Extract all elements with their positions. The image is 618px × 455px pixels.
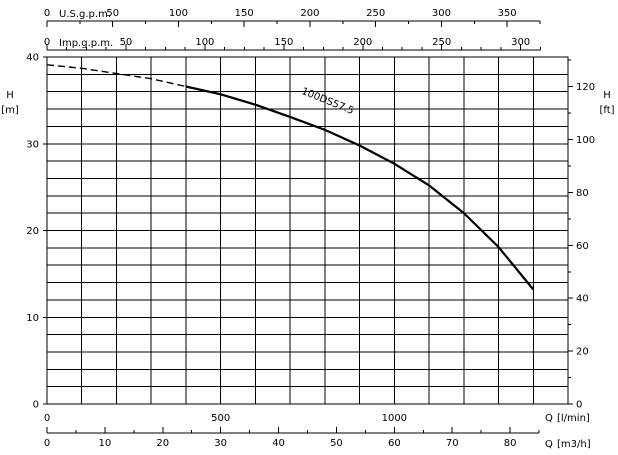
left-axis-label: H: [6, 90, 14, 101]
lpm-axis-tick-label: 1000: [382, 413, 407, 424]
impgpm-axis-tick-label: 250: [432, 37, 451, 48]
impgpm-axis-tick-label: 50: [120, 37, 133, 48]
usgpm-axis-tick-label: 300: [432, 8, 451, 19]
m3h-axis-tick-label: 60: [388, 438, 401, 449]
right-axis-label: H: [603, 90, 611, 101]
impgpm-axis-tick-label: 300: [511, 37, 530, 48]
right-axis-tick-label: 100: [576, 135, 595, 146]
usgpm-axis-tick-label: 100: [169, 8, 188, 19]
series-label: 100DS57.5: [300, 86, 355, 117]
impgpm-axis-tick-label: 200: [353, 37, 372, 48]
right-axis-tick-label: 80: [576, 188, 589, 199]
m3h-axis-tick-label: 80: [504, 438, 517, 449]
left-axis-unit: [m]: [1, 105, 19, 116]
right-axis-tick-label: 20: [576, 347, 589, 358]
right-axis-tick-label: 0: [576, 400, 582, 411]
m3h-axis-tick-label: 0: [44, 438, 50, 449]
m3h-axis-label: Q: [545, 439, 553, 450]
left-axis-tick-label: 40: [26, 53, 39, 64]
grid: [46, 56, 569, 405]
left-axis-tick-label: 0: [33, 400, 39, 411]
left-axis-tick-label: 20: [26, 226, 39, 237]
impgpm-axis-tick-label: 0: [44, 37, 50, 48]
m3h-axis-tick-label: 30: [214, 438, 227, 449]
impgpm-axis-tick-label: 150: [274, 37, 293, 48]
usgpm-axis-label: U.S.g.p.m.: [59, 9, 111, 20]
left-axis-tick-label: 10: [26, 313, 39, 324]
series: [46, 64, 535, 291]
m3h-axis-tick-label: 50: [330, 438, 343, 449]
impgpm-axis-tick-label: 100: [195, 37, 214, 48]
m3h-axis-tick-label: 70: [446, 438, 459, 449]
m3h-axis-unit: [m3/h]: [557, 439, 591, 450]
right-axis-tick-label: 120: [576, 82, 595, 93]
impgpm-axis-label: Imp.g.p.m.: [59, 38, 113, 49]
lpm-axis-label: Q: [545, 413, 553, 424]
lpm-axis-tick-label: 0: [44, 413, 50, 424]
usgpm-axis-tick-label: 200: [300, 8, 319, 19]
usgpm-axis-tick-label: 250: [366, 8, 385, 19]
usgpm-axis-tick-label: 50: [106, 8, 119, 19]
lpm-axis-unit: [l/min]: [557, 413, 590, 424]
left-axis-tick-label: 30: [26, 139, 39, 150]
lpm-axis-tick-label: 500: [211, 413, 230, 424]
m3h-axis-tick-label: 10: [99, 438, 112, 449]
usgpm-axis-tick-label: 0: [44, 8, 50, 19]
right-axis-tick-label: 40: [576, 294, 589, 305]
usgpm-axis-tick-label: 350: [498, 8, 517, 19]
right-axis-unit: [ft]: [599, 105, 614, 116]
m3h-axis-tick-label: 20: [156, 438, 169, 449]
m3h-axis-tick-label: 40: [272, 438, 285, 449]
right-axis-tick-label: 60: [576, 241, 589, 252]
usgpm-axis-tick-label: 150: [235, 8, 254, 19]
